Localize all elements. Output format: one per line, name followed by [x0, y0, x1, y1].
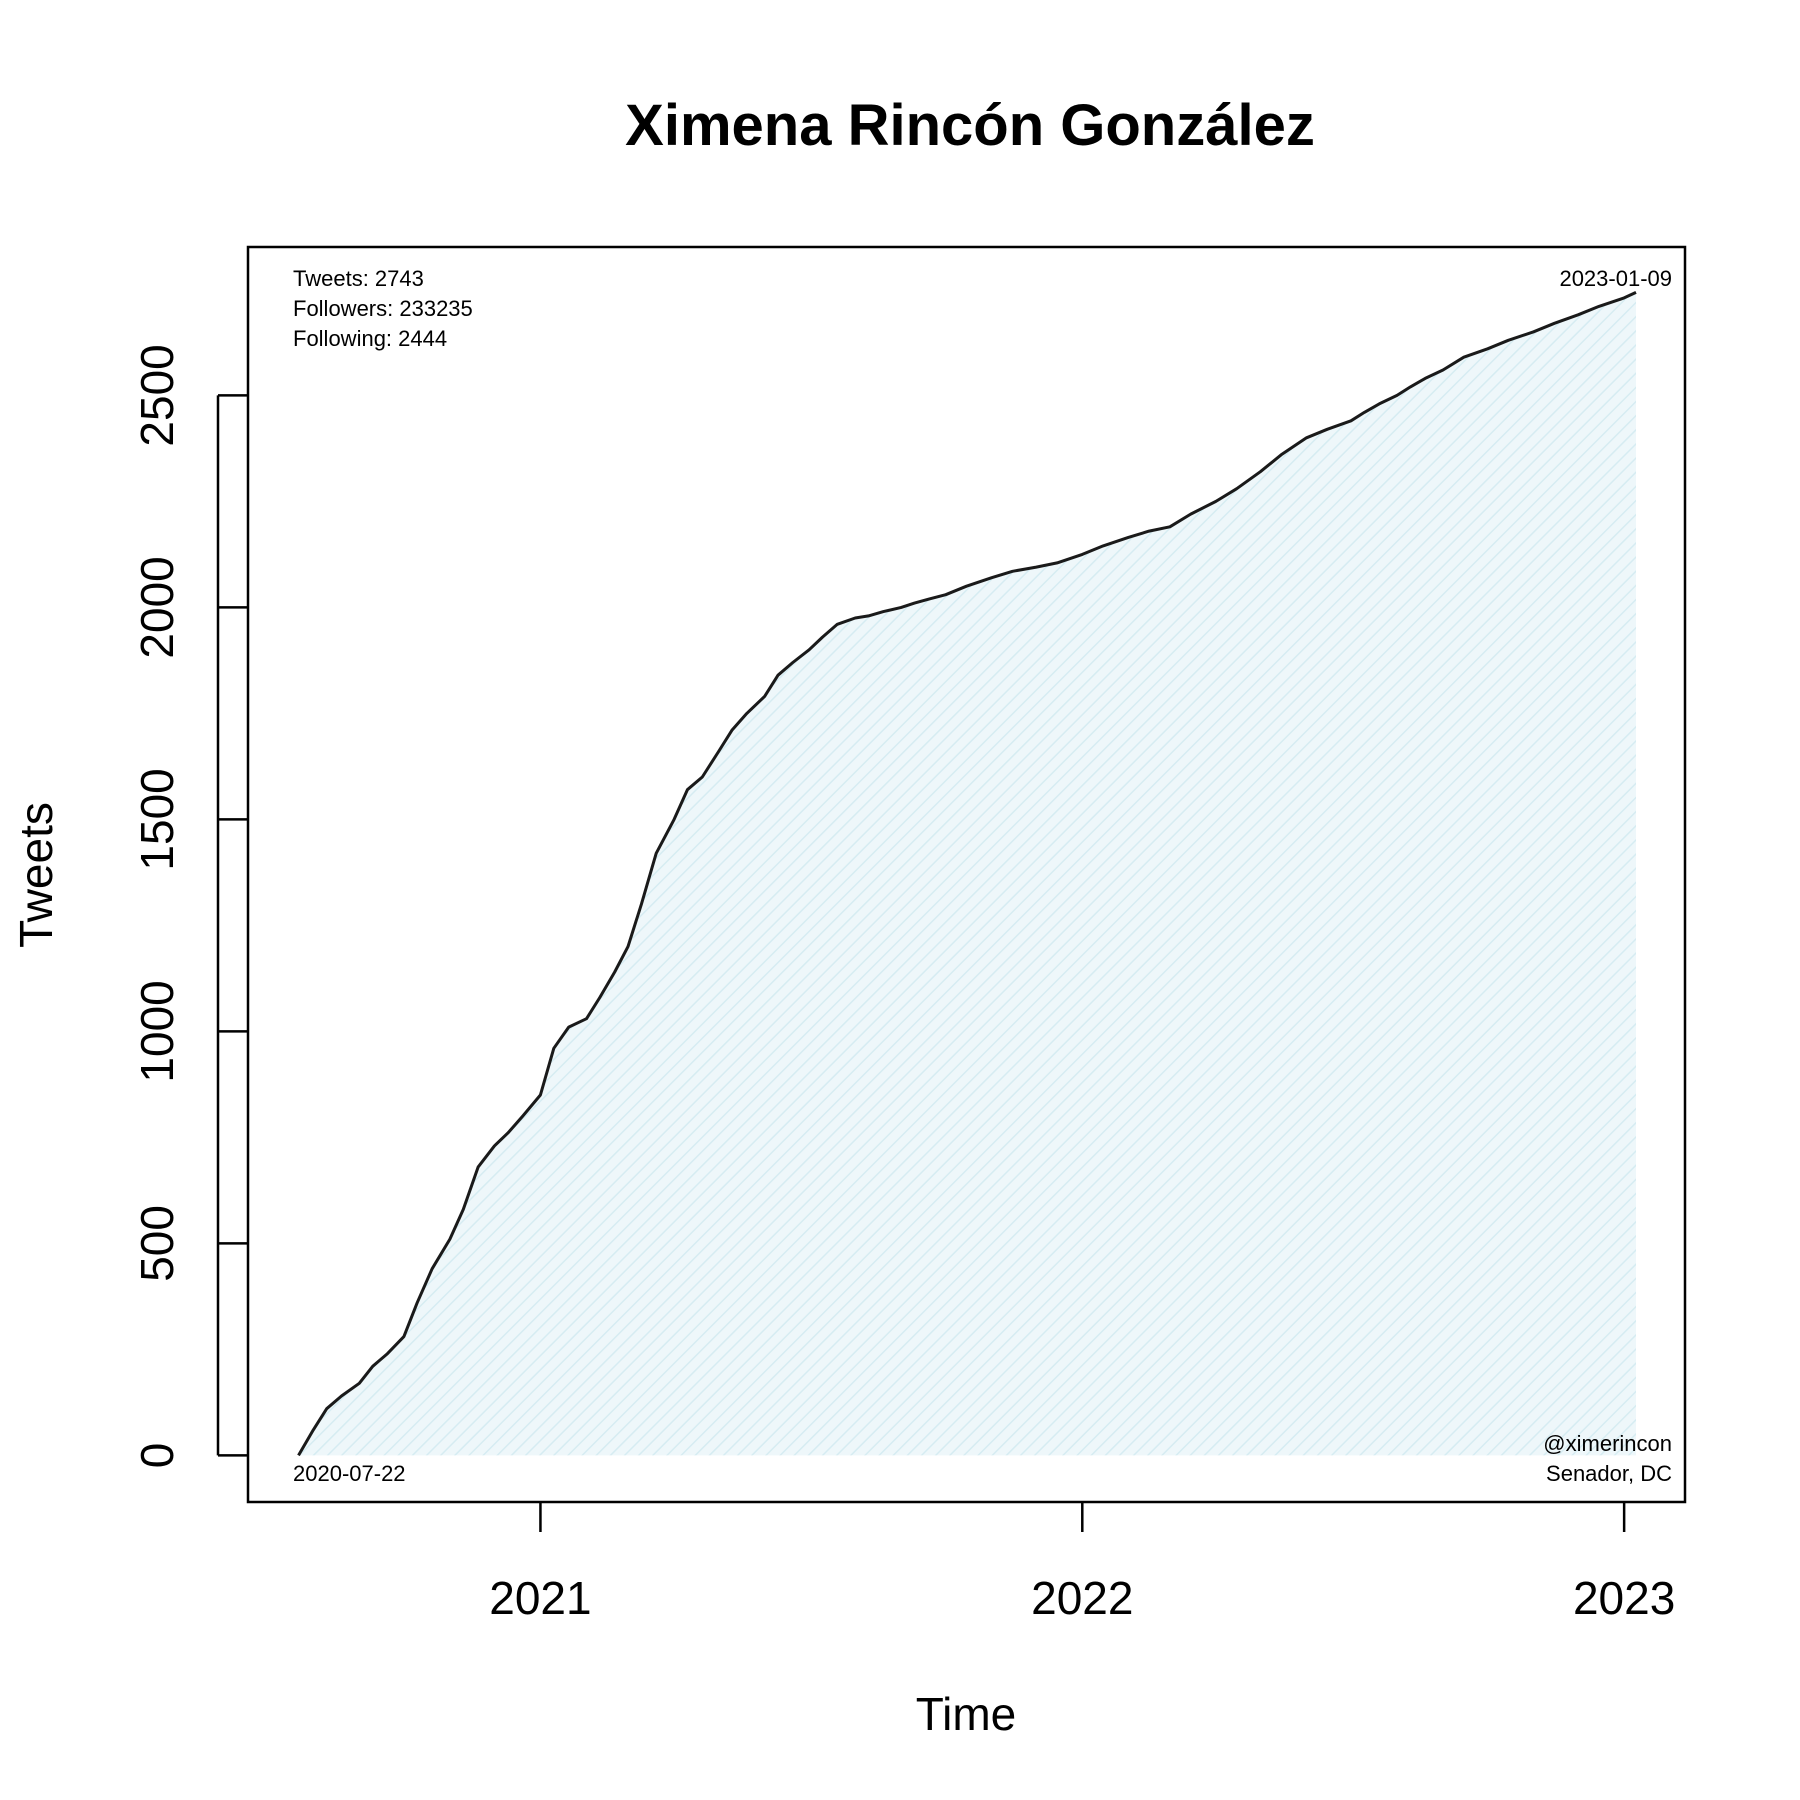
y-tick-label-1500: 1500: [131, 768, 183, 870]
handle-label: @ximerincon: [1543, 1431, 1672, 1456]
x-tick-label-2022: 2022: [1031, 1572, 1133, 1624]
y-axis-title: Tweets: [10, 802, 62, 948]
x-axis: 2021 2022 2023: [489, 1502, 1675, 1624]
start-date-label: 2020-07-22: [293, 1461, 406, 1486]
x-axis-title: Time: [916, 1688, 1017, 1740]
y-tick-label-500: 500: [131, 1205, 183, 1282]
end-date-label: 2023-01-09: [1559, 266, 1672, 291]
plot-frame: [246, 245, 1687, 1504]
y-tick-label-0: 0: [131, 1443, 183, 1469]
following-count-label: Following: 2444: [293, 326, 447, 351]
tweets-area: [298, 292, 1636, 1456]
y-tick-label-2000: 2000: [131, 556, 183, 658]
y-tick-label-2500: 2500: [131, 344, 183, 446]
x-tick-label-2023: 2023: [1573, 1572, 1675, 1624]
y-tick-label-1000: 1000: [131, 980, 183, 1082]
chart-title: Ximena Rincón González: [625, 93, 1315, 158]
role-label: Senador, DC: [1546, 1461, 1672, 1486]
x-tick-label-2021: 2021: [489, 1572, 591, 1624]
followers-count-label: Followers: 233235: [293, 296, 473, 321]
y-axis: 0 500 1000 1500 2000 2500: [131, 344, 248, 1468]
tweets-count-label: Tweets: 2743: [293, 266, 424, 291]
tweets-line: [297, 291, 1637, 1457]
